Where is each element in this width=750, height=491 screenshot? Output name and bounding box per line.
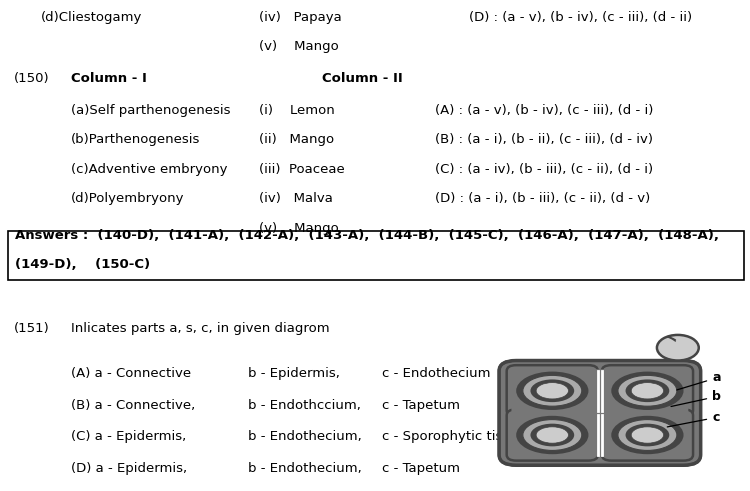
Ellipse shape bbox=[618, 420, 677, 450]
Text: c - Tapetum: c - Tapetum bbox=[382, 463, 460, 475]
Text: Inlicates parts a, s, c, in given diagrom: Inlicates parts a, s, c, in given diagro… bbox=[71, 323, 330, 335]
Text: (151): (151) bbox=[13, 323, 50, 335]
Ellipse shape bbox=[530, 424, 574, 446]
Ellipse shape bbox=[530, 380, 574, 402]
Text: c - Tapetum: c - Tapetum bbox=[382, 399, 460, 411]
Ellipse shape bbox=[523, 420, 582, 450]
Text: (c)Adventive embryony: (c)Adventive embryony bbox=[71, 163, 228, 176]
Text: Column - I: Column - I bbox=[71, 72, 147, 85]
Text: b - Epidermis,: b - Epidermis, bbox=[248, 367, 339, 380]
Ellipse shape bbox=[516, 416, 589, 454]
Text: b - Endothecium,: b - Endothecium, bbox=[248, 463, 362, 475]
Text: (d)Polyembryony: (d)Polyembryony bbox=[71, 192, 184, 205]
Text: (B) a - Connective,: (B) a - Connective, bbox=[71, 399, 196, 411]
Text: (i)    Lemon: (i) Lemon bbox=[259, 104, 334, 117]
Text: (C) a - Epidermis,: (C) a - Epidermis, bbox=[71, 431, 187, 443]
Ellipse shape bbox=[611, 372, 683, 410]
Text: (149-D),    (150-C): (149-D), (150-C) bbox=[15, 258, 150, 271]
FancyBboxPatch shape bbox=[602, 409, 693, 461]
Text: c - Endothecium: c - Endothecium bbox=[382, 367, 491, 380]
Text: (iii)  Poaceae: (iii) Poaceae bbox=[259, 163, 344, 176]
Text: (iv)   Papaya: (iv) Papaya bbox=[259, 11, 341, 24]
Ellipse shape bbox=[626, 380, 669, 402]
Text: (A) : (a - v), (b - iv), (c - iii), (d - i): (A) : (a - v), (b - iv), (c - iii), (d -… bbox=[435, 104, 653, 117]
Text: Answers :  (140-D),  (141-A),  (142-A),  (143-A),  (144-B),  (145-C),  (146-A), : Answers : (140-D), (141-A), (142-A), (14… bbox=[15, 229, 719, 242]
FancyBboxPatch shape bbox=[582, 369, 618, 457]
FancyBboxPatch shape bbox=[507, 409, 598, 461]
Text: a: a bbox=[676, 372, 721, 390]
Text: b - Endothccium,: b - Endothccium, bbox=[248, 399, 360, 411]
Text: (iv)   Malva: (iv) Malva bbox=[259, 192, 333, 205]
Text: c: c bbox=[668, 411, 719, 427]
Ellipse shape bbox=[536, 427, 568, 443]
FancyBboxPatch shape bbox=[512, 402, 688, 424]
Text: (b)Parthenogenesis: (b)Parthenogenesis bbox=[71, 134, 201, 146]
Ellipse shape bbox=[618, 375, 677, 406]
FancyBboxPatch shape bbox=[8, 231, 744, 280]
Text: (v)    Mango: (v) Mango bbox=[259, 40, 338, 53]
Text: b - Endothecium,: b - Endothecium, bbox=[248, 431, 362, 443]
Circle shape bbox=[657, 335, 699, 360]
FancyBboxPatch shape bbox=[499, 360, 700, 465]
Text: c - Sporophytic tissue: c - Sporophytic tissue bbox=[382, 431, 526, 443]
Text: (A) a - Connective: (A) a - Connective bbox=[71, 367, 191, 380]
Text: (v)    Mango: (v) Mango bbox=[259, 222, 338, 235]
Ellipse shape bbox=[611, 416, 683, 454]
Ellipse shape bbox=[632, 427, 664, 443]
Text: (B) : (a - i), (b - ii), (c - iii), (d - iv): (B) : (a - i), (b - ii), (c - iii), (d -… bbox=[435, 134, 653, 146]
Ellipse shape bbox=[626, 424, 669, 446]
Text: Column - II: Column - II bbox=[322, 72, 404, 85]
Text: (d)Cliestogamy: (d)Cliestogamy bbox=[41, 11, 142, 24]
Text: (D) : (a - i), (b - iii), (c - ii), (d - v): (D) : (a - i), (b - iii), (c - ii), (d -… bbox=[435, 192, 650, 205]
Ellipse shape bbox=[536, 382, 568, 399]
Text: (ii)   Mango: (ii) Mango bbox=[259, 134, 334, 146]
Ellipse shape bbox=[516, 372, 589, 410]
Text: (C) : (a - iv), (b - iii), (c - ii), (d - i): (C) : (a - iv), (b - iii), (c - ii), (d … bbox=[435, 163, 653, 176]
Ellipse shape bbox=[523, 375, 582, 406]
FancyBboxPatch shape bbox=[507, 365, 598, 416]
Text: b: b bbox=[671, 390, 721, 407]
FancyBboxPatch shape bbox=[602, 365, 693, 416]
Text: (150): (150) bbox=[13, 72, 50, 85]
Text: (D) a - Epidermis,: (D) a - Epidermis, bbox=[71, 463, 188, 475]
Ellipse shape bbox=[632, 382, 664, 399]
Polygon shape bbox=[583, 425, 617, 455]
Text: (a)Self parthenogenesis: (a)Self parthenogenesis bbox=[71, 104, 231, 117]
Text: (D) : (a - v), (b - iv), (c - iii), (d - ii): (D) : (a - v), (b - iv), (c - iii), (d -… bbox=[469, 11, 692, 24]
